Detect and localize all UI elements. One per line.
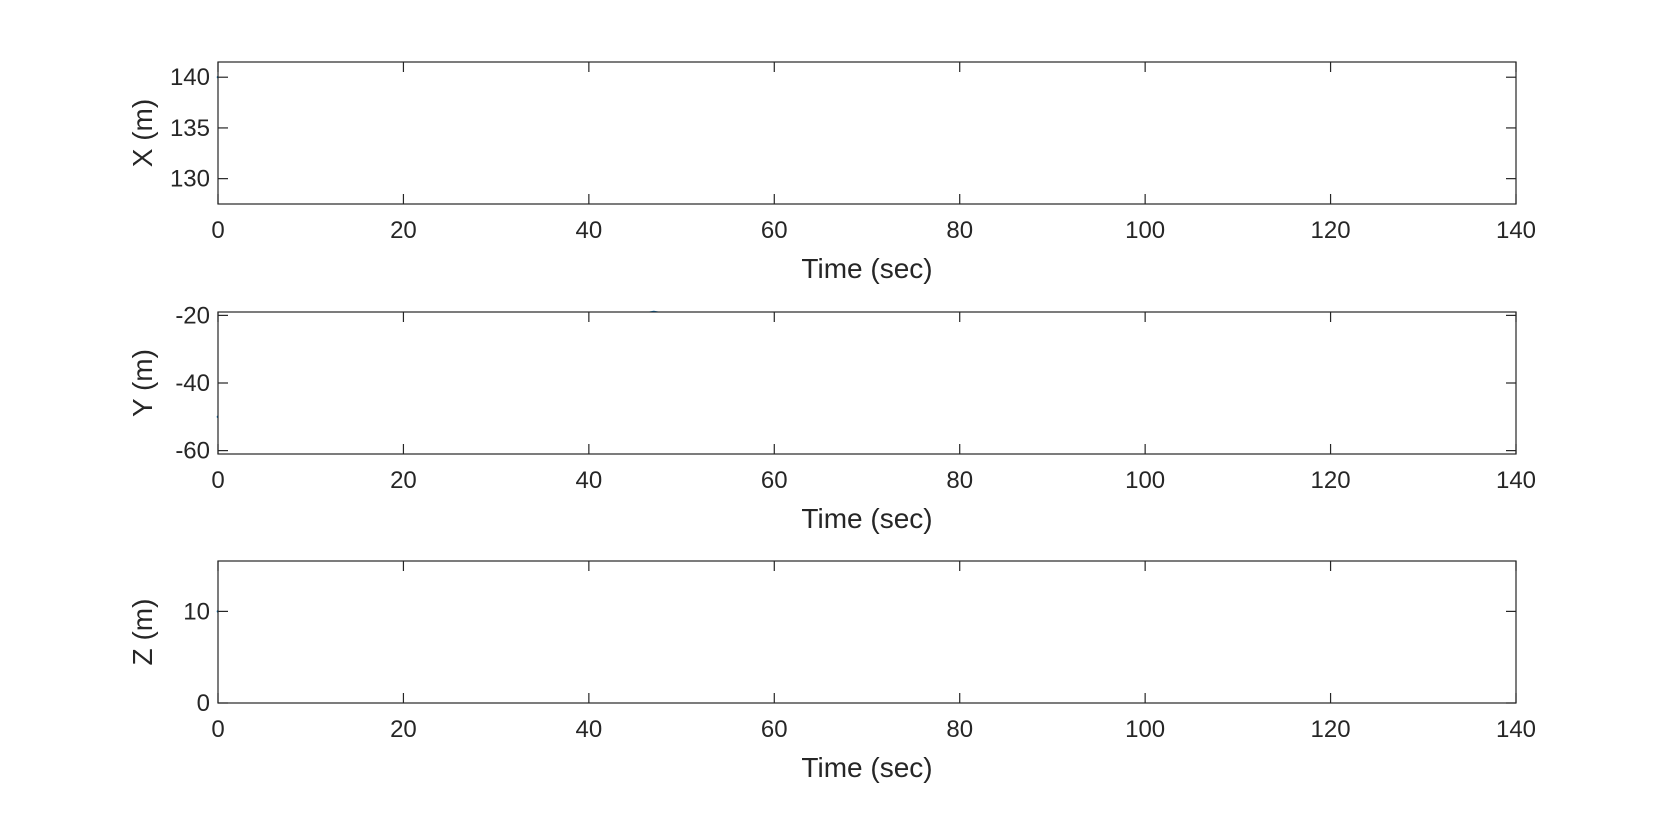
y-axis-label: Z (m) — [127, 599, 158, 666]
x-tick-label: 140 — [1496, 217, 1536, 244]
axes-frame — [217, 61, 1517, 205]
x-tick-label: 140 — [1496, 467, 1536, 494]
y-tick-label: 135 — [170, 115, 210, 142]
x-tick-label: 40 — [576, 716, 603, 743]
y-tick-label: -20 — [175, 302, 210, 329]
x-tick-label: 80 — [946, 467, 973, 494]
y-tick-label: -40 — [175, 370, 210, 397]
y-tick-label: 10 — [183, 598, 210, 625]
x-tick-label: 120 — [1311, 217, 1351, 244]
x-tick-label: 0 — [211, 217, 224, 244]
x-tick-label: 0 — [211, 467, 224, 494]
x-tick-label: 0 — [211, 716, 224, 743]
x-tick-label: 20 — [390, 217, 417, 244]
subplot-3: 0 20 40 60 80 100 120 140 0 10 Time (sec) Z (m) — [127, 560, 1536, 783]
x-tick-label: 60 — [761, 716, 788, 743]
y-tick-label: 140 — [170, 64, 210, 91]
x-tick-label: 100 — [1125, 217, 1165, 244]
y-axis-label: Y (m) — [127, 349, 158, 417]
subplot-2: 0 20 40 60 80 100 120 140 -20 -40 -60 Time (sec) Y (… — [127, 302, 1536, 534]
axes-frame — [217, 560, 1517, 704]
y-tick-label: 130 — [170, 166, 210, 193]
x-axis-label: Time (sec) — [801, 253, 932, 284]
x-axis-label: Time (sec) — [801, 752, 932, 783]
x-tick-label: 60 — [761, 467, 788, 494]
x-tick-label: 80 — [946, 217, 973, 244]
x-tick-label: 40 — [576, 467, 603, 494]
x-tick-label: 120 — [1311, 467, 1351, 494]
x-tick-label: 100 — [1125, 716, 1165, 743]
x-tick-label: 100 — [1125, 467, 1165, 494]
x-tick-label: 140 — [1496, 716, 1536, 743]
x-axis-label: Time (sec) — [801, 503, 932, 534]
y-tick-label: -60 — [175, 438, 210, 465]
x-tick-label: 120 — [1311, 716, 1351, 743]
y-axis-label: X (m) — [127, 99, 158, 167]
y-tick-label: 0 — [197, 690, 210, 717]
axes-frame — [217, 311, 1517, 455]
x-tick-label: 20 — [390, 716, 417, 743]
subplot-1: 0 20 40 60 80 100 120 140 130 135 140 Time (sec) X (… — [127, 61, 1536, 284]
x-tick-label: 40 — [576, 217, 603, 244]
x-tick-label: 80 — [946, 716, 973, 743]
x-tick-label: 60 — [761, 217, 788, 244]
x-tick-label: 20 — [390, 467, 417, 494]
